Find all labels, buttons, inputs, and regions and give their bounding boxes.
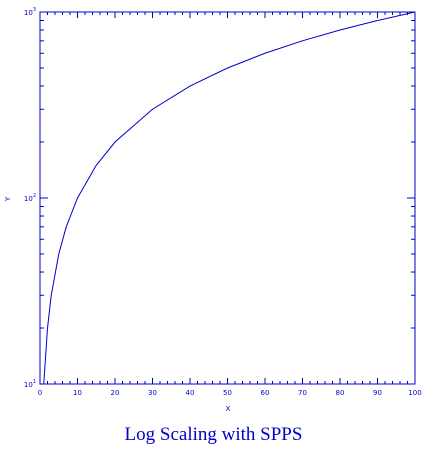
x-tick-label: 10 bbox=[73, 389, 82, 397]
x-tick-label: 0 bbox=[38, 389, 42, 397]
x-tick-label: 80 bbox=[336, 389, 345, 397]
y-tick-label: 103 bbox=[24, 7, 36, 17]
x-tick-label: 30 bbox=[148, 389, 157, 397]
y-axis-label: Y bbox=[4, 196, 12, 202]
x-axis: 0 10 20 30 40 50 60 70 80 90 100 bbox=[38, 12, 422, 397]
y-tick-label: 101 bbox=[24, 379, 36, 389]
x-tick-label: 40 bbox=[186, 389, 195, 397]
series-layer bbox=[43, 11, 416, 385]
x-tick-label: 20 bbox=[111, 389, 120, 397]
series-line bbox=[43, 11, 416, 385]
x-tick-label: 90 bbox=[373, 389, 382, 397]
x-axis-label: X bbox=[226, 405, 231, 413]
chart: 0 10 20 30 40 50 60 70 80 90 100 101 102 103 X Y bbox=[4, 7, 422, 413]
x-tick-label: 50 bbox=[223, 389, 232, 397]
y-tick-label: 102 bbox=[24, 193, 36, 203]
x-tick-label: 60 bbox=[261, 389, 270, 397]
y-axis: 101 102 103 bbox=[24, 7, 415, 389]
x-tick-label: 100 bbox=[408, 389, 421, 397]
x-tick-label: 70 bbox=[298, 389, 307, 397]
chart-title: Log Scaling with SPPS bbox=[124, 424, 303, 445]
